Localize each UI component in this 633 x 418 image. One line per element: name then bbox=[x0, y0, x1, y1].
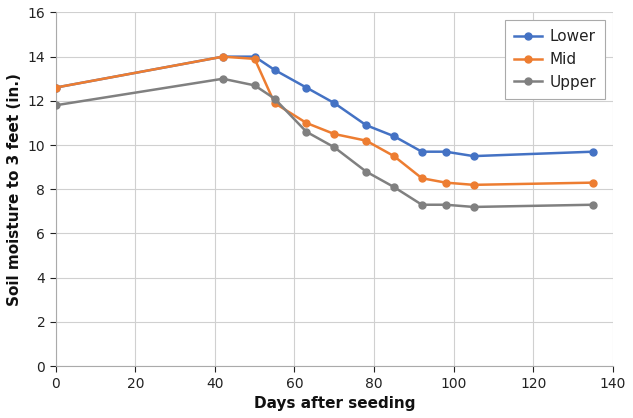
Upper bbox=[362, 169, 370, 174]
Upper bbox=[330, 145, 338, 150]
Lower bbox=[362, 122, 370, 127]
Lower bbox=[442, 149, 449, 154]
Upper bbox=[52, 103, 60, 108]
Mid bbox=[442, 180, 449, 185]
Upper bbox=[470, 204, 477, 209]
Lower bbox=[589, 149, 597, 154]
Line: Lower: Lower bbox=[52, 53, 596, 160]
Mid bbox=[251, 56, 258, 61]
Upper bbox=[442, 202, 449, 207]
Lower bbox=[52, 85, 60, 90]
Mid bbox=[418, 176, 425, 181]
Line: Upper: Upper bbox=[52, 75, 596, 210]
Upper bbox=[219, 76, 227, 81]
Lower bbox=[251, 54, 258, 59]
Upper bbox=[418, 202, 425, 207]
Lower bbox=[390, 134, 398, 139]
Mid bbox=[271, 101, 279, 106]
Mid bbox=[362, 138, 370, 143]
Upper bbox=[271, 96, 279, 101]
Y-axis label: Soil moisture to 3 feet (in.): Soil moisture to 3 feet (in.) bbox=[7, 73, 22, 306]
Mid bbox=[470, 182, 477, 187]
Line: Mid: Mid bbox=[52, 53, 596, 189]
Lower bbox=[330, 101, 338, 106]
Mid bbox=[390, 153, 398, 158]
X-axis label: Days after seeding: Days after seeding bbox=[254, 396, 415, 411]
Lower bbox=[470, 153, 477, 158]
Lower bbox=[219, 54, 227, 59]
Upper bbox=[390, 184, 398, 189]
Legend: Lower, Mid, Upper: Lower, Mid, Upper bbox=[505, 20, 605, 99]
Mid bbox=[219, 54, 227, 59]
Lower bbox=[303, 85, 310, 90]
Mid bbox=[52, 85, 60, 90]
Lower bbox=[271, 67, 279, 72]
Upper bbox=[251, 83, 258, 88]
Upper bbox=[589, 202, 597, 207]
Lower bbox=[418, 149, 425, 154]
Upper bbox=[303, 129, 310, 134]
Mid bbox=[330, 132, 338, 137]
Mid bbox=[303, 120, 310, 125]
Mid bbox=[589, 180, 597, 185]
